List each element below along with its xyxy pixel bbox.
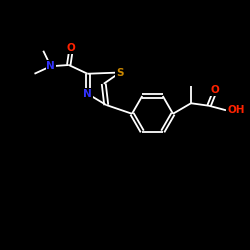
Text: OH: OH	[227, 105, 245, 115]
Text: N: N	[46, 61, 55, 71]
Text: N: N	[83, 89, 92, 99]
Text: O: O	[67, 43, 76, 53]
Text: O: O	[211, 85, 220, 95]
Text: S: S	[116, 68, 124, 78]
